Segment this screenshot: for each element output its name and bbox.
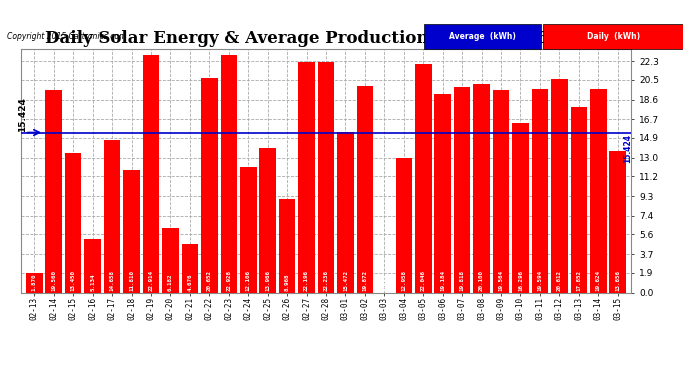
Text: 22.196: 22.196 — [304, 270, 309, 291]
Bar — [532, 89, 549, 292]
Text: 8.968: 8.968 — [285, 274, 290, 291]
Text: 1.870: 1.870 — [32, 274, 37, 291]
Text: 19.818: 19.818 — [460, 270, 464, 291]
Bar — [357, 86, 373, 292]
Bar — [84, 239, 101, 292]
Bar — [493, 90, 509, 292]
Bar — [65, 153, 81, 292]
Bar — [124, 170, 140, 292]
Bar — [454, 87, 471, 292]
Text: 19.564: 19.564 — [499, 270, 504, 291]
Text: Copyright 2015 Cartronics.com: Copyright 2015 Cartronics.com — [7, 32, 126, 41]
Text: 0.000: 0.000 — [382, 274, 387, 291]
Bar — [279, 200, 295, 292]
Text: 4.676: 4.676 — [188, 274, 193, 291]
Bar — [201, 78, 217, 292]
Bar — [26, 273, 43, 292]
Bar — [415, 64, 431, 292]
Text: 13.966: 13.966 — [265, 270, 270, 291]
Bar — [435, 93, 451, 292]
Bar — [551, 79, 568, 292]
Bar — [104, 141, 120, 292]
Bar — [46, 90, 62, 292]
Text: 22.914: 22.914 — [148, 270, 153, 291]
Text: 22.046: 22.046 — [421, 270, 426, 291]
Text: 17.852: 17.852 — [576, 270, 582, 291]
Text: 19.184: 19.184 — [440, 270, 445, 291]
Text: 12.958: 12.958 — [402, 270, 406, 291]
FancyBboxPatch shape — [544, 24, 683, 49]
Bar — [590, 89, 607, 292]
Bar — [143, 55, 159, 292]
Text: 16.296: 16.296 — [518, 270, 523, 291]
Bar — [337, 132, 354, 292]
Text: 5.134: 5.134 — [90, 274, 95, 291]
Text: 20.652: 20.652 — [207, 270, 212, 291]
Bar — [318, 62, 334, 292]
Text: 19.624: 19.624 — [595, 270, 601, 291]
Bar — [181, 244, 198, 292]
Text: 15.424: 15.424 — [18, 97, 27, 132]
Bar — [240, 167, 257, 292]
Text: 19.872: 19.872 — [362, 270, 367, 291]
Text: 22.236: 22.236 — [324, 270, 328, 291]
Bar — [473, 84, 490, 292]
FancyBboxPatch shape — [424, 24, 541, 49]
Text: 13.656: 13.656 — [615, 270, 620, 291]
Text: 13.450: 13.450 — [70, 270, 76, 291]
Text: Daily  (kWh): Daily (kWh) — [586, 32, 640, 41]
Bar — [571, 107, 587, 292]
Bar — [512, 123, 529, 292]
Text: 11.810: 11.810 — [129, 270, 134, 291]
Text: 20.612: 20.612 — [557, 270, 562, 291]
Text: 14.658: 14.658 — [110, 270, 115, 291]
Bar — [221, 55, 237, 292]
Text: 19.560: 19.560 — [51, 270, 57, 291]
Text: 22.928: 22.928 — [226, 270, 231, 291]
Bar — [395, 158, 412, 292]
Text: 20.100: 20.100 — [479, 270, 484, 291]
Bar — [259, 148, 276, 292]
Title: Daily Solar Energy & Average Production Mon Mar 16 18:56: Daily Solar Energy & Average Production … — [46, 30, 607, 47]
Text: 15.424: 15.424 — [623, 134, 632, 162]
Bar — [162, 228, 179, 292]
Bar — [298, 62, 315, 292]
Text: Average  (kWh): Average (kWh) — [449, 32, 516, 41]
Text: 6.182: 6.182 — [168, 274, 173, 291]
Bar — [609, 151, 626, 292]
Text: 19.594: 19.594 — [538, 270, 542, 291]
Text: 15.472: 15.472 — [343, 270, 348, 291]
Text: 12.106: 12.106 — [246, 270, 250, 291]
